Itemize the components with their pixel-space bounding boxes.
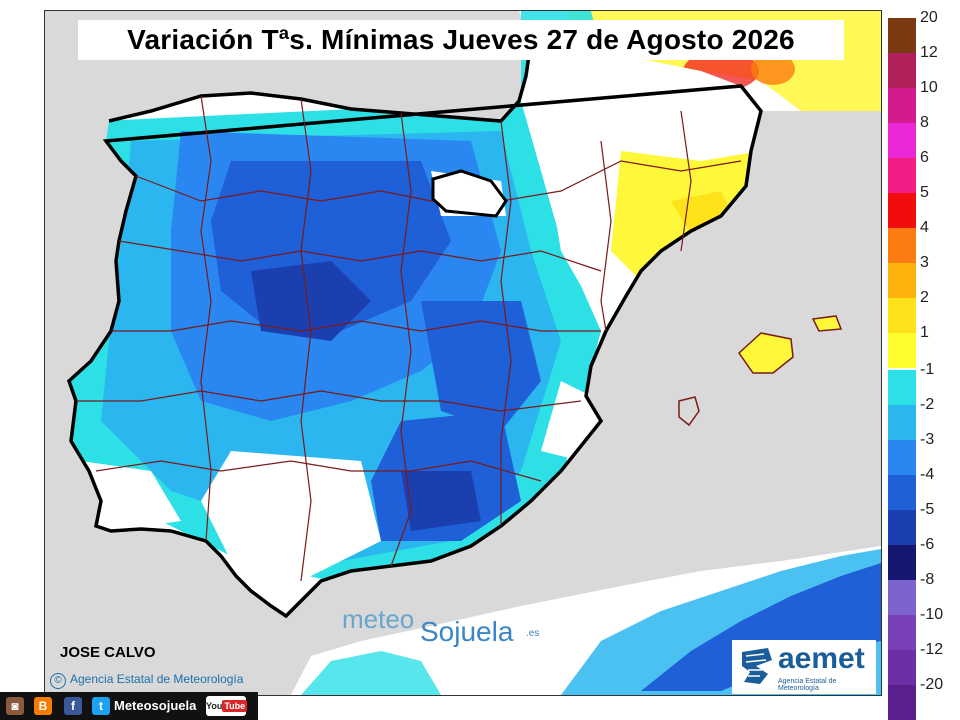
legend-label: -2 — [920, 396, 935, 413]
legend-swatch — [888, 510, 916, 545]
youtube-you: You — [206, 701, 223, 711]
meteosojuela-watermark: meteo Sojuela .es — [342, 602, 552, 647]
youtube-tube: Tube — [222, 700, 248, 712]
france-hot-spot-2 — [751, 53, 795, 85]
africa-west-cold — [301, 651, 441, 695]
la-rioja-outline — [431, 169, 508, 218]
social-bar: ◙ B f t Meteosojuela You Tube — [0, 692, 258, 720]
legend-swatch — [888, 650, 916, 685]
social-handle[interactable]: Meteosojuela — [114, 698, 197, 713]
legend-swatch — [888, 18, 916, 53]
youtube-icon[interactable]: You Tube — [206, 696, 248, 716]
legend-swatch — [888, 263, 916, 298]
aemet-logo-subtitle: Agencia Estatal de Meteorología — [778, 678, 837, 692]
legend-swatch — [888, 370, 916, 405]
ibiza-island — [678, 396, 700, 427]
legend-label: 6 — [920, 149, 929, 166]
legend-label: 12 — [920, 44, 938, 61]
agency-credit-text: Agencia Estatal de Meteorología — [70, 672, 244, 686]
legend-swatch — [888, 545, 916, 580]
mallorca-island — [738, 332, 794, 374]
map-graphic — [45, 11, 881, 695]
legend-label: 5 — [920, 184, 929, 201]
legend-swatch — [888, 53, 916, 88]
legend-swatch — [888, 405, 916, 440]
legend-label: -6 — [920, 536, 935, 553]
watermark-sojuela: Sojuela — [420, 616, 514, 647]
author-credit: JOSE CALVO — [60, 644, 156, 661]
province-borders — [76, 95, 742, 582]
legend-label: 10 — [920, 79, 938, 96]
agency-credit-line: © Agencia Estatal de Meteorología — [50, 672, 243, 689]
legend-swatch — [888, 440, 916, 475]
legend-label: 3 — [920, 254, 929, 271]
facebook-icon[interactable]: f — [64, 697, 82, 715]
aemet-logo-name: aemet — [778, 642, 865, 675]
legend-swatch — [888, 580, 916, 615]
aemet-logo: aemet Agencia Estatal de Meteorología — [732, 640, 876, 694]
legend-label: -20 — [920, 676, 944, 693]
legend-label: -3 — [920, 431, 935, 448]
instagram-icon[interactable]: ◙ — [6, 697, 24, 715]
legend-swatch — [888, 123, 916, 158]
copyright-icon: © — [50, 673, 66, 689]
africa-colder-area — [641, 563, 881, 691]
aemet-symbol-icon — [742, 648, 772, 684]
watermark-domain: .es — [526, 628, 540, 639]
temperature-variation-map — [44, 10, 882, 696]
watermark-meteo: meteo — [342, 604, 415, 634]
blogger-icon[interactable]: B — [34, 697, 52, 715]
legend-swatch — [888, 615, 916, 650]
legend-label: 8 — [920, 114, 929, 131]
legend-label: -12 — [920, 641, 944, 658]
legend-swatch — [888, 685, 916, 720]
legend-label: 1 — [920, 324, 929, 341]
menorca-island — [811, 315, 843, 332]
color-legend: 20 12 10 8 6 5 4 3 2 1 -1 -2 -3 -4 -5 -6 -8 -10 -12 -20 — [888, 9, 960, 720]
legend-label: 4 — [920, 219, 929, 236]
twitter-icon[interactable]: t — [92, 697, 110, 715]
iberia-coastline — [66, 40, 763, 619]
legend-label: 20 — [920, 9, 938, 26]
legend-label: -10 — [920, 606, 944, 623]
legend-label: 2 — [920, 289, 929, 306]
legend-swatch — [888, 333, 916, 368]
legend-swatch — [888, 475, 916, 510]
legend-label: -5 — [920, 501, 935, 518]
legend-swatch — [888, 228, 916, 263]
legend-swatch — [888, 88, 916, 123]
map-title: Variación Tªs. Mínimas Jueves 27 de Agos… — [78, 20, 844, 60]
legend-swatch — [888, 193, 916, 228]
legend-label: -8 — [920, 571, 935, 588]
legend-swatch — [888, 298, 916, 333]
legend-label: -1 — [920, 361, 935, 378]
legend-swatch — [888, 158, 916, 193]
legend-label: -4 — [920, 466, 935, 483]
